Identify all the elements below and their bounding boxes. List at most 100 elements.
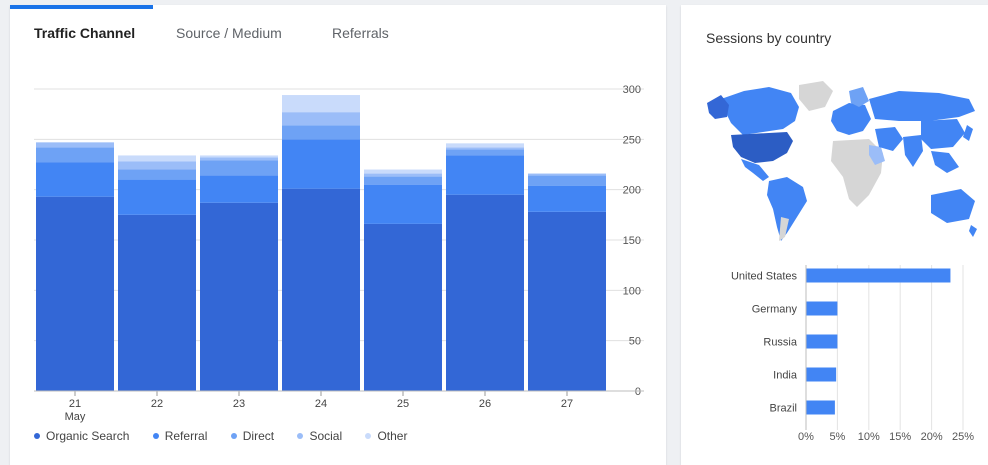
map-region-china[interactable]: [921, 119, 965, 149]
bar-segment-referral[interactable]: [364, 184, 442, 224]
country-label: India: [773, 370, 798, 382]
x-tick-label: 21: [69, 398, 81, 410]
map-region-patagonia[interactable]: [779, 217, 789, 241]
bar-segment-other[interactable]: [282, 95, 360, 113]
x-tick-label: 0%: [798, 431, 814, 443]
legend-dot: [297, 433, 304, 439]
bar-segment-direct[interactable]: [118, 169, 196, 180]
map-region-australia[interactable]: [931, 189, 975, 223]
bar-segment-other[interactable]: [118, 155, 196, 162]
map-region-greenland[interactable]: [799, 81, 833, 111]
bar-segment-direct[interactable]: [36, 147, 114, 163]
y-tick-label: 200: [623, 185, 641, 197]
x-tick-label: 5%: [829, 431, 845, 443]
tab-referrals[interactable]: Referrals: [332, 25, 389, 41]
bar-segment-social[interactable]: [364, 173, 442, 177]
map-region-canada[interactable]: [721, 87, 799, 135]
map-region-usa[interactable]: [731, 132, 793, 163]
legend-label: Organic Search: [46, 429, 130, 443]
bar-segment-direct[interactable]: [282, 125, 360, 140]
x-tick-label: 15%: [889, 431, 911, 443]
chart-legend: Organic Search Referral Direct Social Ot…: [34, 429, 427, 443]
bar-segment-referral[interactable]: [446, 155, 524, 195]
legend-dot: [34, 433, 40, 439]
map-region-southeast-asia[interactable]: [931, 151, 959, 173]
legend-label: Other: [377, 429, 408, 443]
x-tick-label: 10%: [858, 431, 880, 443]
map-region-new-zealand[interactable]: [969, 225, 977, 237]
bar-segment-social[interactable]: [118, 161, 196, 170]
y-tick-label: 300: [623, 84, 641, 96]
x-tick-label: 25%: [952, 431, 974, 443]
tab-bar: Traffic Channel Source / Medium Referral…: [10, 5, 666, 61]
bar-segment-direct[interactable]: [200, 160, 278, 176]
country-bar-chart: 0% 5% 10% 15% 20% 25% United States Germany Russ…: [731, 265, 974, 443]
country-bar[interactable]: [806, 301, 838, 316]
bar-segment-social[interactable]: [36, 142, 114, 148]
y-tick-label: 150: [623, 235, 641, 247]
y-tick-label: 0: [635, 386, 641, 398]
legend-item-other[interactable]: Other: [365, 429, 407, 443]
world-map[interactable]: [699, 77, 981, 247]
country-label: Russia: [763, 337, 798, 349]
map-region-russia[interactable]: [869, 91, 975, 121]
bar-segment-organic-search[interactable]: [446, 194, 524, 391]
x-tick-label: 26: [479, 398, 491, 410]
legend-label: Referral: [164, 429, 208, 443]
tab-traffic-channel[interactable]: Traffic Channel: [34, 25, 136, 41]
bar-segment-social[interactable]: [446, 147, 524, 150]
bar-segment-social[interactable]: [200, 157, 278, 161]
bar-segment-organic-search[interactable]: [118, 214, 196, 391]
legend-item-referral[interactable]: Referral: [152, 429, 208, 443]
map-region-japan[interactable]: [963, 125, 973, 141]
legend-label: Social: [309, 429, 343, 443]
bar-segment-referral[interactable]: [528, 185, 606, 212]
legend-dot: [365, 433, 372, 439]
map-region-europe[interactable]: [831, 103, 871, 135]
x-tick-label: 27: [561, 398, 573, 410]
bar-segment-referral[interactable]: [282, 139, 360, 189]
bar-segment-direct[interactable]: [446, 149, 524, 156]
x-tick-label: 22: [151, 398, 163, 410]
legend-item-social[interactable]: Social: [297, 429, 342, 443]
legend-label: Direct: [242, 429, 275, 443]
map-region-africa-east[interactable]: [869, 145, 885, 165]
bar-segment-social[interactable]: [282, 112, 360, 126]
bar-segment-referral[interactable]: [200, 175, 278, 203]
bar-segment-direct[interactable]: [364, 176, 442, 185]
bar-segment-other[interactable]: [200, 155, 278, 158]
map-region-alaska[interactable]: [707, 95, 729, 119]
bar-segment-referral[interactable]: [118, 179, 196, 215]
country-label: Brazil: [769, 403, 797, 415]
map-region-mexico[interactable]: [741, 159, 769, 181]
legend-item-organic[interactable]: Organic Search: [34, 429, 129, 443]
map-region-india[interactable]: [903, 135, 923, 167]
x-tick-label: 20%: [921, 431, 943, 443]
bar-segment-other[interactable]: [446, 143, 524, 148]
bar-segment-direct[interactable]: [528, 175, 606, 186]
bar-segment-organic-search[interactable]: [528, 211, 606, 391]
bar-segment-organic-search[interactable]: [282, 188, 360, 391]
bar-segment-organic-search[interactable]: [364, 223, 442, 391]
country-bar[interactable]: [806, 268, 951, 283]
y-tick-label: 100: [623, 285, 641, 297]
card-title: Sessions by country: [706, 30, 832, 46]
bar-segment-referral[interactable]: [36, 162, 114, 197]
bar-segment-other[interactable]: [364, 169, 442, 174]
x-tick-label: 23: [233, 398, 245, 410]
map-region-scandinavia[interactable]: [849, 87, 869, 107]
country-bar[interactable]: [806, 367, 837, 382]
map-region-south-america[interactable]: [767, 177, 807, 241]
bar-segment-organic-search[interactable]: [36, 196, 114, 391]
country-bar[interactable]: [806, 400, 835, 415]
tab-source-medium[interactable]: Source / Medium: [176, 25, 282, 41]
y-tick-label: 250: [623, 134, 641, 146]
map-region-middle-east[interactable]: [875, 127, 903, 151]
legend-dot: [152, 433, 159, 439]
bar-segment-organic-search[interactable]: [200, 202, 278, 391]
country-bar[interactable]: [806, 334, 838, 349]
legend-dot: [230, 433, 237, 439]
legend-item-direct[interactable]: Direct: [230, 429, 275, 443]
bar-segment-social[interactable]: [528, 173, 606, 176]
